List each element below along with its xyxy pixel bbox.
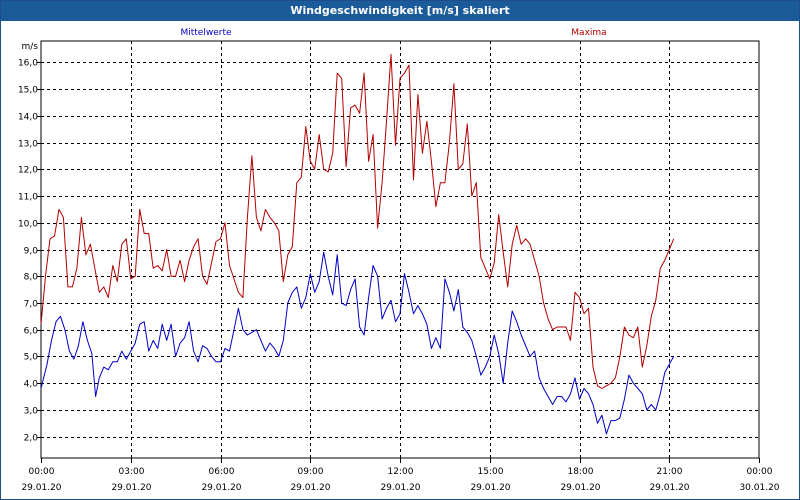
x-tick-time: 18:00	[568, 467, 594, 477]
y-axis-label: m/s	[22, 42, 39, 52]
x-tick-date: 29.01.20	[470, 483, 510, 493]
y-tick-label: 4,0	[24, 380, 39, 390]
legend: Mittelwerte Maxima	[180, 28, 606, 38]
x-tick-time: 21:00	[657, 467, 683, 477]
x-tick-time: 00:00	[29, 467, 55, 477]
y-tick-label: 14,0	[18, 113, 38, 123]
series-mittelwerte-line	[40, 251, 675, 435]
x-tick-time: 03:00	[119, 467, 145, 477]
y-tick-label: 8,0	[24, 273, 39, 283]
x-tick-date: 29.01.20	[21, 483, 61, 493]
x-tick-date: 29.01.20	[290, 483, 330, 493]
y-tick-label: 3,0	[24, 407, 39, 417]
x-tick-date: 30.01.20	[739, 483, 779, 493]
y-tick-label: 6,0	[24, 327, 39, 337]
x-tick-time: 06:00	[209, 467, 235, 477]
x-tick-time: 15:00	[478, 467, 504, 477]
x-tick-date: 29.01.20	[111, 483, 151, 493]
x-tick-time: 09:00	[298, 467, 324, 477]
y-tick-label: 7,0	[24, 300, 39, 310]
y-tick-label: 12,0	[18, 166, 38, 176]
series-layer	[40, 53, 675, 435]
x-tick-time: 00:00	[747, 467, 773, 477]
y-tick-label: 2,0	[24, 434, 39, 444]
y-tick-label: 10,0	[18, 220, 38, 230]
y-tick-label: 5,0	[24, 353, 39, 363]
axes: m/s 2,0 3,0 4,0 5,0 6,0 7,0 8,0 9,0 10,0 11,0 12,0…	[18, 42, 780, 493]
y-tick-label: 13,0	[18, 140, 38, 150]
x-tick-date: 29.01.20	[201, 483, 241, 493]
grid	[40, 40, 760, 459]
y-tick-label: 11,0	[18, 193, 38, 203]
title-bar: Windgeschwindigkeit [m/s] skaliert	[1, 1, 799, 21]
x-tick-date: 29.01.20	[649, 483, 689, 493]
window-title: Windgeschwindigkeit [m/s] skaliert	[290, 4, 510, 17]
x-tick-date: 29.01.20	[560, 483, 600, 493]
legend-mittelwerte: Mittelwerte	[180, 28, 231, 38]
y-tick-label: 16,0	[18, 59, 38, 69]
y-tick-label: 15,0	[18, 86, 38, 96]
y-tick-label: 9,0	[24, 247, 39, 257]
x-tick-time: 12:00	[388, 467, 414, 477]
series-maxima-line	[40, 53, 675, 389]
legend-maxima: Maxima	[571, 28, 606, 38]
wind-speed-chart: m/s 2,0 3,0 4,0 5,0 6,0 7,0 8,0 9,0 10,0 11,0 12,0…	[18, 28, 780, 493]
x-tick-date: 29.01.20	[380, 483, 420, 493]
